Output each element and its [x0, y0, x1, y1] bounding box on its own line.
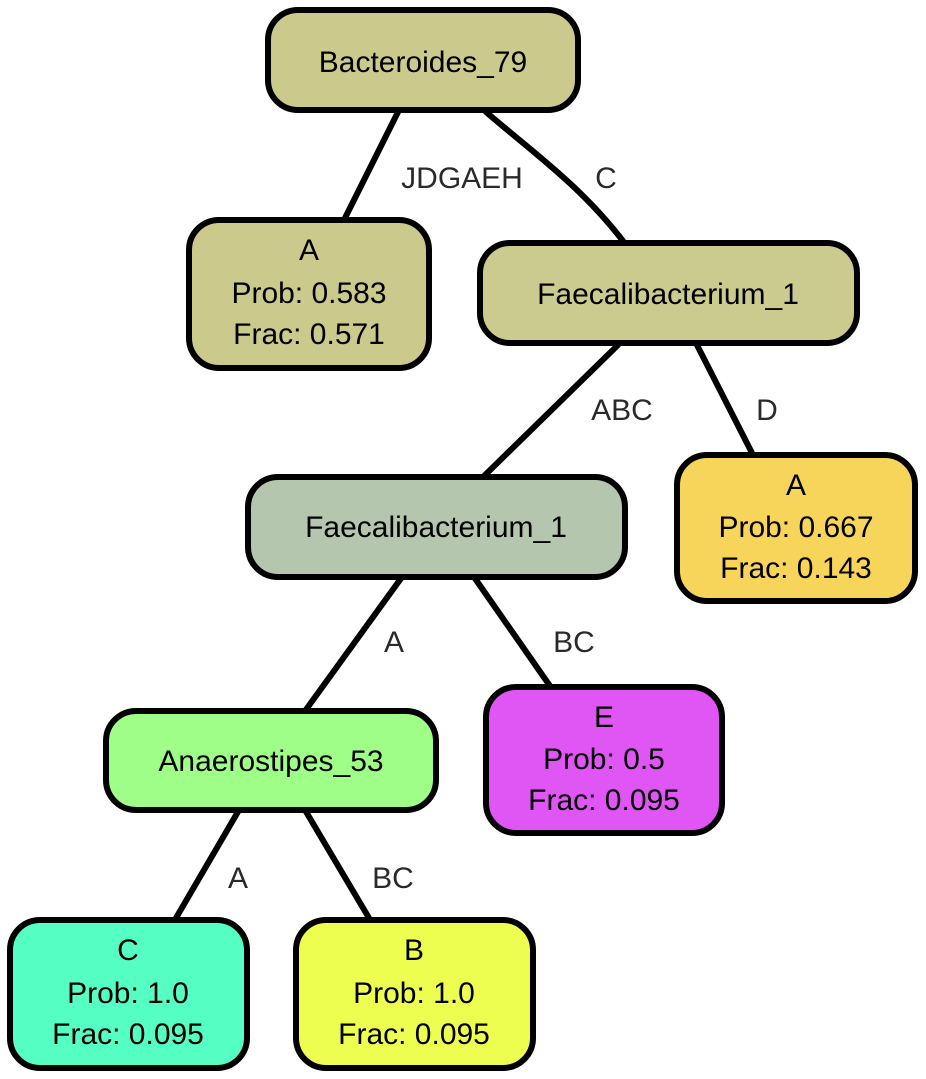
node-leaf-b: B Prob: 1.0 Frac: 0.095 [293, 917, 536, 1071]
node-class: A [299, 234, 319, 267]
edge-label: A [228, 862, 248, 895]
node-frac: Frac: 0.571 [233, 318, 385, 351]
node-title: Bacteroides_79 [319, 46, 527, 79]
node-box [477, 240, 860, 346]
node-class: A [786, 469, 806, 502]
node-title: Faecalibacterium_1 [305, 511, 567, 544]
edge-anaerostipes-to-leaf-c [173, 807, 242, 921]
node-bacteroides-79: Bacteroides_79 [265, 7, 581, 113]
node-frac: Frac: 0.095 [528, 784, 680, 817]
node-faecalibacterium-1-mid: Faecalibacterium_1 [245, 474, 628, 580]
edge-label: BC [553, 626, 595, 659]
node-prob: Prob: 0.583 [231, 277, 386, 310]
edge-label: C [595, 162, 617, 195]
edge-label: A [384, 626, 404, 659]
node-class: E [594, 701, 614, 734]
node-frac: Frac: 0.095 [338, 1018, 490, 1051]
edge-root-to-leaf-a1 [342, 109, 401, 221]
edge-label: BC [372, 862, 414, 895]
node-leaf-a-left: A Prob: 0.583 Frac: 0.571 [186, 217, 432, 371]
node-box [265, 7, 581, 113]
node-leaf-c: C Prob: 1.0 Frac: 0.095 [7, 917, 250, 1071]
node-box [245, 474, 628, 580]
node-prob: Prob: 1.0 [67, 977, 189, 1010]
edge-faecalibacterium-mid-to-anaerostipes [302, 574, 405, 714]
node-anaerostipes-53: Anaerostipes_53 [103, 708, 439, 813]
node-prob: Prob: 0.667 [718, 511, 873, 544]
node-class: C [117, 934, 139, 967]
edge-anaerostipes-to-leaf-b [302, 807, 372, 921]
node-title: Faecalibacterium_1 [537, 278, 799, 311]
node-class: B [404, 934, 424, 967]
node-box [7, 917, 250, 1071]
edge-label: ABC [591, 394, 653, 427]
edge-label: D [756, 394, 778, 427]
node-box [293, 917, 536, 1071]
node-prob: Prob: 1.0 [353, 977, 475, 1010]
node-box [186, 217, 432, 371]
edge-faecalibacterium-top-to-faecalibacterium-mid [480, 342, 621, 480]
node-leaf-e: E Prob: 0.5 Frac: 0.095 [483, 684, 725, 836]
node-box [483, 684, 725, 836]
node-box [674, 452, 918, 604]
edge-faecalibacterium-mid-to-leaf-e [471, 574, 553, 689]
node-box [103, 708, 439, 813]
node-leaf-a-right: A Prob: 0.667 Frac: 0.143 [674, 452, 918, 604]
edge-faecalibacterium-top-to-leaf-a2 [694, 342, 755, 456]
node-faecalibacterium-1-top: Faecalibacterium_1 [477, 240, 860, 346]
edge-label: JDGAEH [401, 162, 523, 195]
node-frac: Frac: 0.143 [720, 552, 872, 585]
node-title: Anaerostipes_53 [158, 745, 383, 778]
node-frac: Frac: 0.095 [52, 1018, 204, 1051]
node-prob: Prob: 0.5 [543, 743, 665, 776]
edge-root-to-faecalibacterium-top [483, 109, 626, 244]
